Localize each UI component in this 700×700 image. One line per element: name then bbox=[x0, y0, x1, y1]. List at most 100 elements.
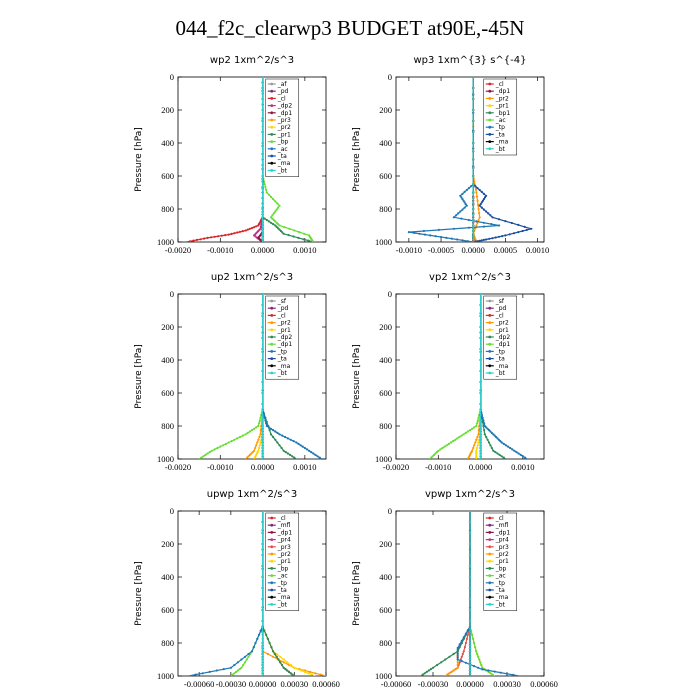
legend-marker bbox=[270, 154, 274, 158]
series-line-cl bbox=[186, 77, 264, 242]
legend-marker bbox=[488, 574, 492, 577]
series-marker bbox=[449, 441, 453, 444]
plot-frame bbox=[177, 76, 327, 243]
legend-marker bbox=[270, 588, 274, 592]
series-marker bbox=[434, 452, 437, 455]
legend-label: _ta bbox=[495, 131, 505, 138]
series-marker bbox=[457, 212, 460, 215]
series-marker bbox=[463, 206, 466, 209]
series-marker bbox=[504, 444, 507, 447]
series-marker bbox=[431, 666, 435, 669]
series-marker bbox=[475, 456, 478, 459]
series-marker bbox=[460, 639, 463, 642]
legend-label: _ac bbox=[495, 117, 506, 124]
series-marker bbox=[266, 637, 269, 641]
x-tick-label: 0.00060 bbox=[312, 679, 340, 689]
series-marker bbox=[475, 224, 478, 227]
series-marker bbox=[248, 453, 251, 456]
legend-label: _pd bbox=[277, 305, 289, 312]
series-marker bbox=[468, 586, 472, 590]
series-marker bbox=[261, 619, 264, 623]
series-marker bbox=[460, 660, 463, 663]
series-marker bbox=[293, 456, 296, 459]
series-marker bbox=[269, 195, 273, 198]
y-tick-label: 600 bbox=[379, 388, 392, 398]
series-marker bbox=[292, 235, 295, 238]
series-marker bbox=[430, 456, 433, 459]
series-marker bbox=[517, 452, 520, 455]
series-marker bbox=[455, 214, 458, 217]
legend-marker bbox=[488, 357, 492, 360]
panel-title: vp2 1xm^2/s^3 bbox=[429, 272, 511, 283]
chart-panel-2: wp3 1xm^{3} s^{-4} Pressure [hPa] 0 200 400 6… bbox=[352, 55, 549, 255]
legend: _sf_pd_cl_pr2_pr1_dp2_dp1_tp_ta_ma_bt bbox=[483, 295, 518, 380]
series-marker bbox=[291, 455, 294, 458]
series-marker bbox=[462, 433, 465, 436]
legend: _sf_pd_cl_pr2_pr1_dp2_dp1_tp_ta_ma_bt bbox=[265, 295, 300, 380]
series-marker bbox=[264, 419, 267, 422]
series-marker bbox=[468, 661, 472, 664]
series-marker bbox=[473, 641, 476, 645]
series-marker bbox=[485, 426, 488, 429]
legend-label: _dp2 bbox=[277, 103, 293, 110]
legend-label: _bt bbox=[495, 601, 506, 608]
legend-marker bbox=[488, 538, 492, 541]
legend-label: _ma bbox=[495, 363, 509, 370]
series-marker bbox=[216, 446, 219, 450]
series-marker bbox=[261, 446, 264, 450]
series-marker bbox=[501, 235, 504, 238]
series-marker bbox=[261, 391, 264, 395]
series-marker bbox=[269, 427, 273, 430]
series-marker bbox=[461, 652, 464, 656]
x-tick-label: -0.00030 bbox=[216, 679, 246, 689]
series-marker bbox=[224, 234, 227, 237]
series-marker bbox=[483, 424, 486, 428]
series-marker bbox=[274, 200, 277, 203]
series-marker bbox=[303, 670, 306, 674]
x-tick-label: 0.00000 bbox=[249, 679, 277, 689]
series-marker bbox=[243, 655, 247, 658]
series-marker bbox=[468, 644, 472, 647]
series-marker bbox=[292, 440, 295, 443]
series-marker bbox=[206, 236, 209, 239]
series-marker bbox=[474, 185, 477, 188]
y-tick-label: 800 bbox=[379, 638, 392, 648]
legend-marker bbox=[270, 595, 274, 599]
series-marker bbox=[259, 429, 262, 432]
legend-label: _cl bbox=[495, 81, 504, 88]
series-marker bbox=[446, 673, 449, 676]
legend-marker bbox=[270, 89, 274, 93]
series-marker bbox=[480, 239, 483, 242]
series-marker bbox=[233, 438, 236, 441]
series-marker bbox=[257, 446, 261, 450]
legend-label: _ac bbox=[495, 573, 506, 580]
x-tick-label: 0.0010 bbox=[293, 462, 316, 472]
series-marker bbox=[490, 223, 493, 226]
series-marker bbox=[281, 231, 284, 234]
series-marker bbox=[487, 669, 490, 672]
series-marker bbox=[521, 455, 525, 458]
series-marker bbox=[500, 441, 503, 444]
series-marker bbox=[240, 666, 243, 669]
series-marker bbox=[504, 220, 507, 223]
series-marker bbox=[261, 652, 264, 656]
panel-title: vpwp 1xm^2/s^3 bbox=[425, 489, 515, 500]
series-marker bbox=[303, 446, 306, 450]
legend-marker bbox=[270, 97, 274, 100]
series-marker bbox=[461, 239, 464, 242]
series-marker bbox=[477, 441, 480, 444]
series-marker bbox=[296, 668, 299, 671]
legend-label: _bp1 bbox=[495, 110, 511, 117]
series-marker bbox=[242, 663, 245, 667]
y-tick-label: 0 bbox=[170, 506, 174, 516]
series-marker bbox=[467, 226, 470, 229]
series-marker bbox=[257, 422, 261, 425]
series-marker bbox=[429, 668, 432, 671]
series-marker bbox=[261, 427, 264, 430]
series-marker bbox=[472, 224, 475, 227]
legend: _cl_mfl_dp1_pr4_pr3_pr2_pr1_bp_ac_tp_ta_… bbox=[483, 512, 518, 611]
series-marker bbox=[481, 199, 484, 202]
series-marker bbox=[474, 240, 477, 242]
series-marker bbox=[286, 452, 289, 455]
series-marker bbox=[261, 168, 264, 171]
